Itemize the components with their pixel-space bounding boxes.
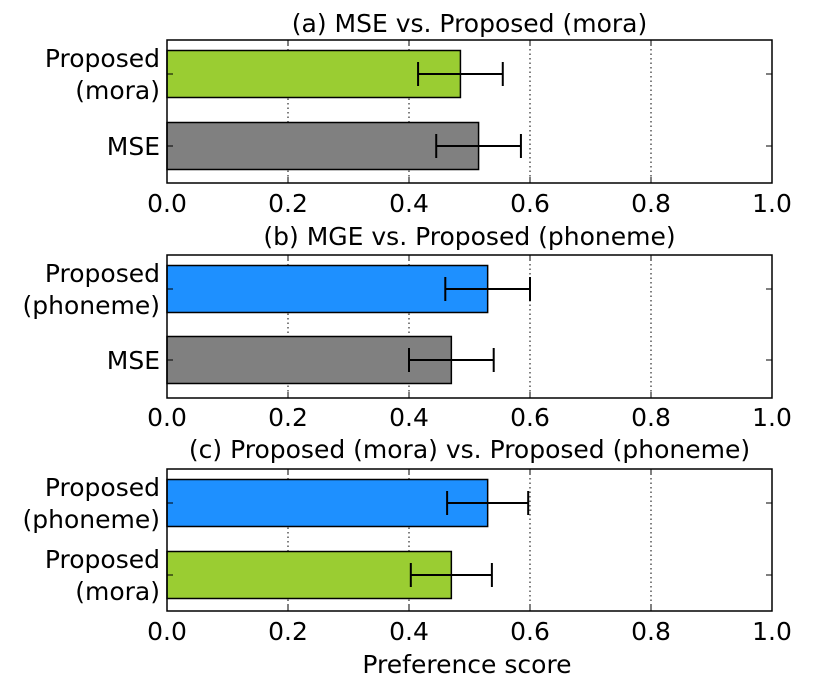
plot-frame bbox=[166, 468, 773, 612]
chart-title: (c) Proposed (mora) vs. Proposed (phonem… bbox=[189, 435, 750, 464]
plot-frame bbox=[166, 254, 773, 399]
bar bbox=[166, 550, 453, 600]
x-tick-label: 0.0 bbox=[147, 403, 187, 432]
x-tick-label: 0.6 bbox=[510, 617, 550, 646]
category-label: MSE bbox=[107, 132, 160, 161]
x-tick-label: 0.2 bbox=[268, 403, 308, 432]
chart-panel-2: (b) MGE vs. Proposed (phoneme) Proposed (p… bbox=[23, 222, 792, 432]
bar bbox=[166, 264, 489, 314]
x-tick-label: 0.8 bbox=[631, 403, 671, 432]
bar bbox=[166, 335, 453, 385]
x-tick-label: 0.0 bbox=[147, 617, 187, 646]
category-label: MSE bbox=[107, 346, 160, 375]
category-label: Proposed (phoneme) bbox=[23, 259, 160, 320]
x-tick-label: 0.4 bbox=[389, 189, 429, 218]
plot-frame bbox=[166, 39, 773, 184]
x-tick-label: 1.0 bbox=[752, 189, 792, 218]
x-tick-label: 0.6 bbox=[510, 189, 550, 218]
x-tick-label: 0.4 bbox=[389, 617, 429, 646]
x-tick-label: 1.0 bbox=[752, 617, 792, 646]
x-tick-label: 0.8 bbox=[631, 617, 671, 646]
x-axis-label: Preference score bbox=[362, 650, 571, 679]
chart-title: (b) MGE vs. Proposed (phoneme) bbox=[263, 222, 675, 251]
x-tick-label: 0.4 bbox=[389, 403, 429, 432]
category-label: Proposed (mora) bbox=[45, 44, 160, 105]
category-label: Proposed (mora) bbox=[45, 545, 160, 606]
x-tick-label: 0.2 bbox=[268, 189, 308, 218]
x-tick-label: 0.0 bbox=[147, 189, 187, 218]
x-tick-label: 0.8 bbox=[631, 189, 671, 218]
bar bbox=[166, 49, 462, 99]
bar bbox=[166, 121, 480, 171]
category-label: Proposed (phoneme) bbox=[23, 473, 160, 534]
bar bbox=[166, 478, 489, 528]
x-tick-label: 0.2 bbox=[268, 617, 308, 646]
chart-panel-1: (a) MSE vs. Proposed (mora) Proposed (mora… bbox=[45, 9, 792, 218]
x-tick-label: 1.0 bbox=[752, 403, 792, 432]
chart-title: (a) MSE vs. Proposed (mora) bbox=[292, 9, 647, 38]
x-tick-label: 0.6 bbox=[510, 403, 550, 432]
chart-panel-3: (c) Proposed (mora) vs. Proposed (phonem… bbox=[23, 435, 792, 646]
